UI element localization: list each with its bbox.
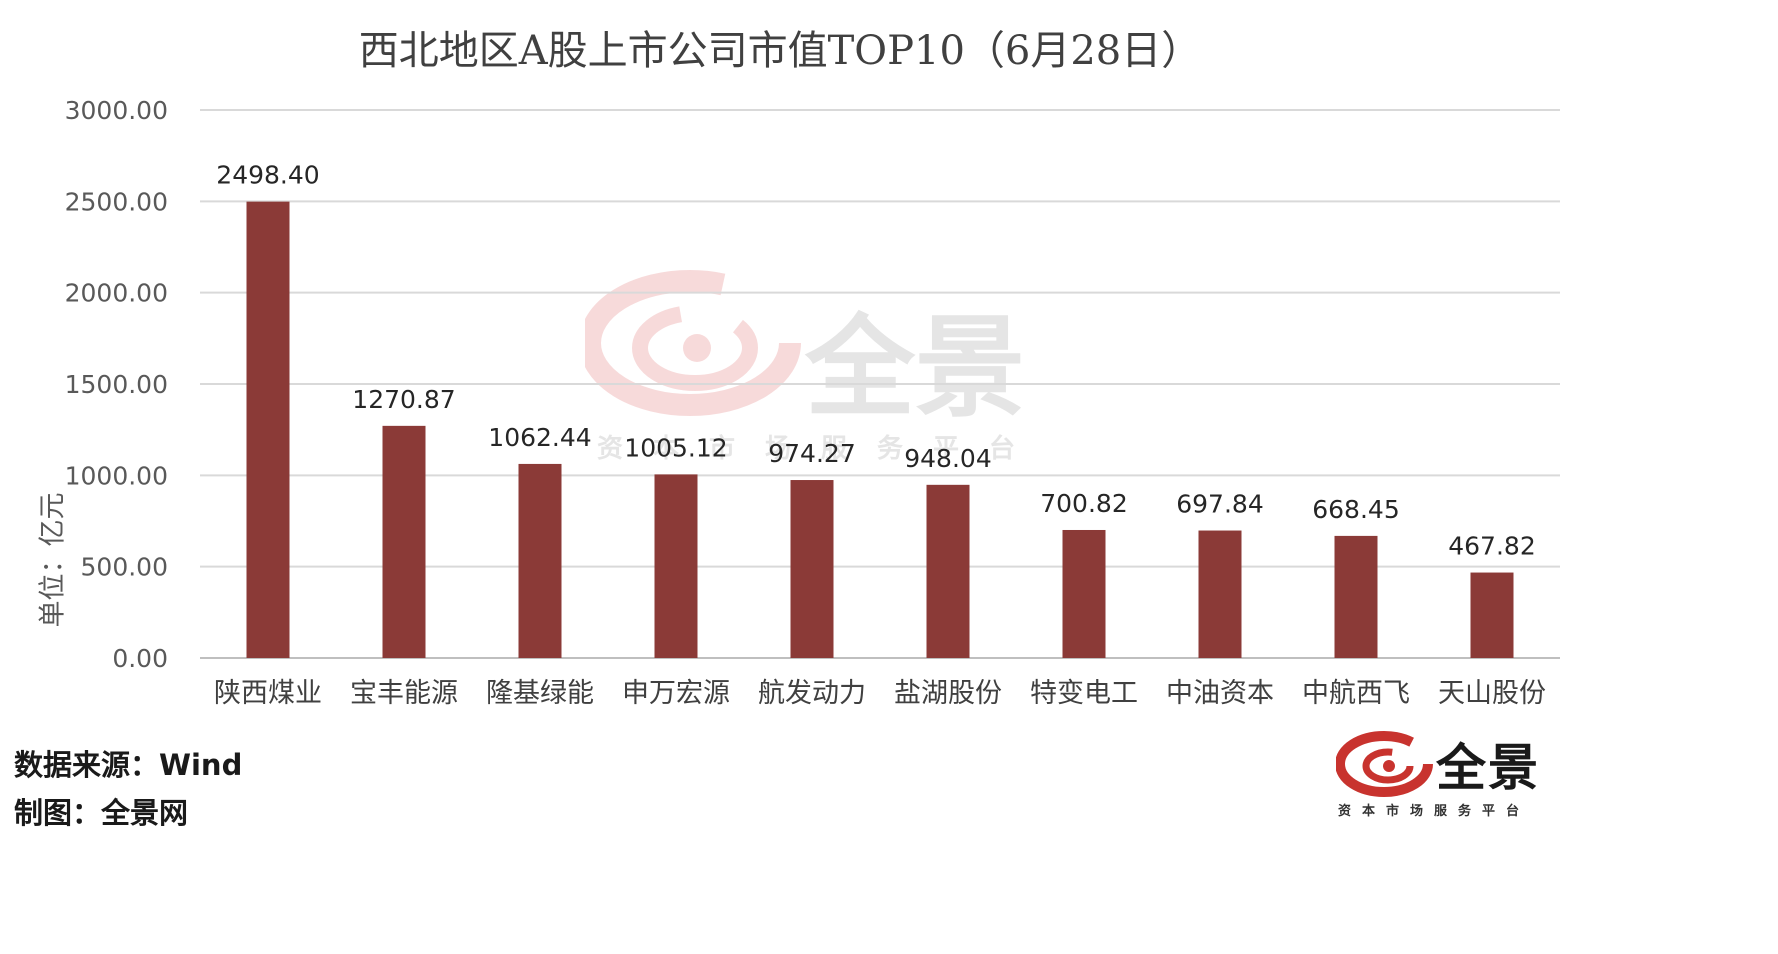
x-tick-label: 陕西煤业 <box>214 678 322 709</box>
bar <box>1334 535 1378 658</box>
data-label: 668.45 <box>1312 495 1399 524</box>
watermark-tagline: 资本市场服务平台 <box>597 434 1046 464</box>
data-label: 948.04 <box>904 444 991 473</box>
bar <box>654 474 698 658</box>
data-label: 1005.12 <box>624 433 727 462</box>
y-tick-label: 500.00 <box>81 553 168 582</box>
x-tick-label: 隆基绿能 <box>486 678 594 709</box>
x-tick-label: 申万宏源 <box>622 678 730 709</box>
data-label: 700.82 <box>1040 489 1127 518</box>
data-label: 1062.44 <box>488 423 591 452</box>
watermark-name: 全景 <box>805 304 1025 432</box>
bar <box>926 484 970 658</box>
data-label: 1270.87 <box>352 385 455 414</box>
chart-maker: 制图：全景网 <box>14 796 189 830</box>
bar <box>790 480 834 658</box>
bar <box>1062 529 1106 658</box>
x-tick-label: 盐湖股份 <box>894 678 1002 709</box>
data-label: 2498.40 <box>216 161 319 190</box>
swirl-logo-icon <box>1335 731 1433 797</box>
data-source: 数据来源：Wind <box>14 748 243 782</box>
bar <box>518 463 562 658</box>
y-tick-label: 3000.00 <box>65 96 168 125</box>
data-label: 467.82 <box>1448 532 1535 561</box>
data-label: 697.84 <box>1176 490 1263 519</box>
y-axis-label: 单位：亿元 <box>37 492 69 628</box>
bar <box>1198 530 1242 658</box>
y-tick-label: 2000.00 <box>65 279 168 308</box>
x-tick-label: 中油资本 <box>1166 678 1274 709</box>
logo-name: 全景 <box>1436 739 1540 797</box>
y-tick-label: 1000.00 <box>65 461 168 490</box>
logo-tagline: 资本市场服务平台 <box>1338 804 1531 819</box>
bar <box>1470 572 1514 658</box>
chart-title: 西北地区A股上市公司市值TOP10（6月28日） <box>358 28 1202 74</box>
bar <box>246 201 290 658</box>
y-tick-label: 0.00 <box>112 644 168 673</box>
bar <box>382 425 426 658</box>
y-tick-label: 2500.00 <box>65 187 168 216</box>
x-tick-label: 特变电工 <box>1030 678 1138 709</box>
x-tick-label: 中航西飞 <box>1302 678 1410 709</box>
x-tick-label: 宝丰能源 <box>350 678 458 709</box>
x-tick-label: 航发动力 <box>758 678 866 709</box>
brand-logo: 全景 资本市场服务平台 <box>1335 728 1566 824</box>
data-label: 974.27 <box>768 439 855 468</box>
x-tick-label: 天山股份 <box>1438 678 1546 709</box>
y-tick-label: 1500.00 <box>65 370 168 399</box>
